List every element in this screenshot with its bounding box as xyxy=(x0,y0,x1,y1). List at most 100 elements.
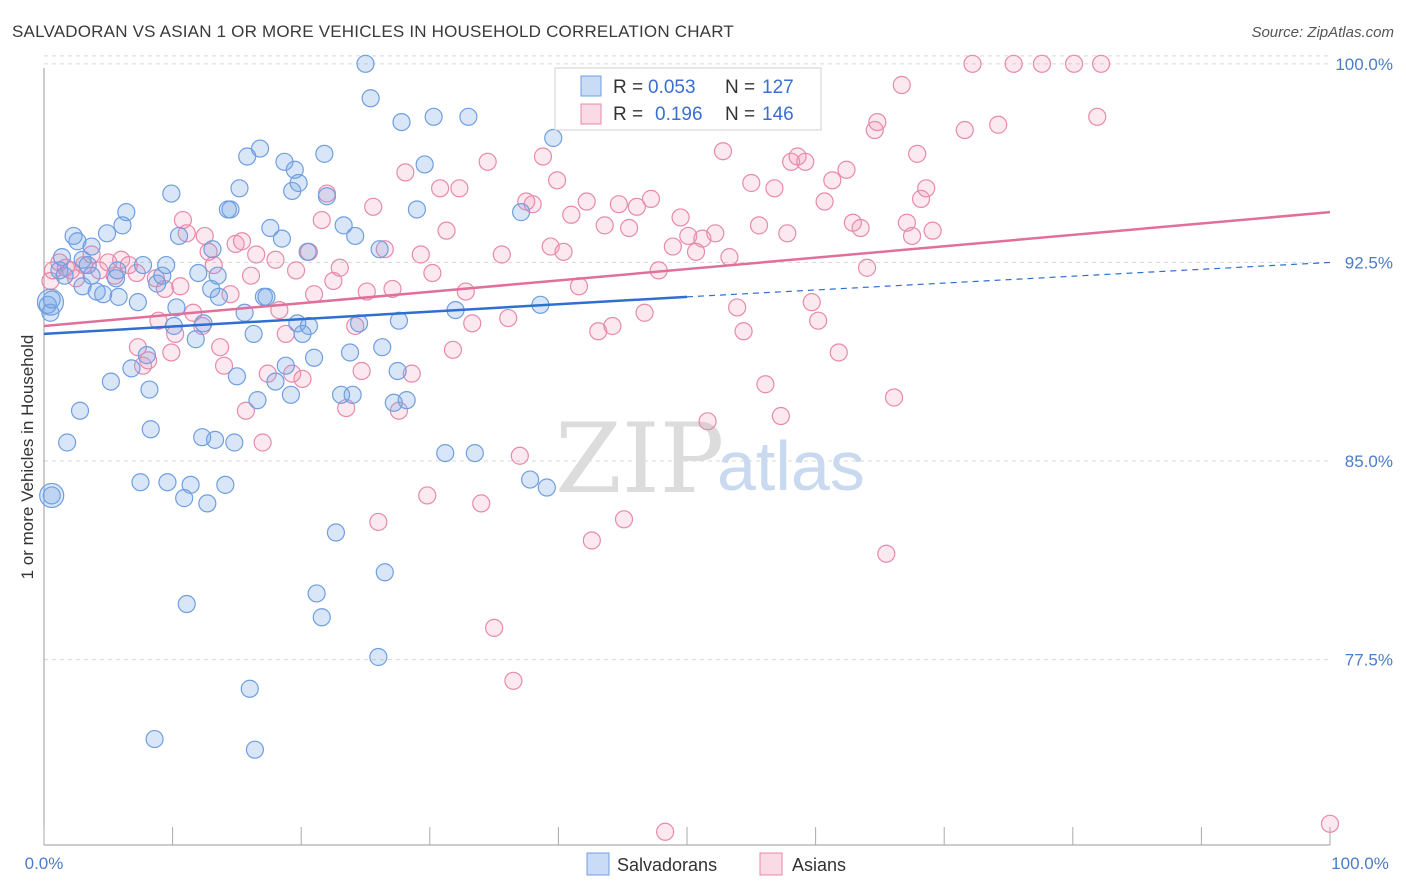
data-point xyxy=(250,139,270,158)
data-point xyxy=(823,171,842,190)
stats-legend: R = 0.053 N = 127 R = 0.196 N = 146 xyxy=(554,67,822,131)
data-point xyxy=(266,372,285,391)
data-point xyxy=(437,221,456,240)
data-point xyxy=(42,290,61,309)
legend-r-value-2: 0.196 xyxy=(655,104,703,125)
data-point xyxy=(603,316,622,336)
data-point xyxy=(911,189,931,208)
y-tick-label: 77.5% xyxy=(1345,651,1393,670)
data-point xyxy=(809,311,828,330)
data-point xyxy=(892,75,911,95)
data-point xyxy=(459,107,478,126)
data-point xyxy=(131,473,150,492)
series-asians-points xyxy=(41,54,1340,841)
data-point xyxy=(407,200,427,219)
data-point xyxy=(241,266,261,285)
data-point xyxy=(352,361,371,381)
data-point xyxy=(392,112,411,132)
data-point xyxy=(109,287,128,306)
data-point xyxy=(312,608,331,627)
data-point xyxy=(261,218,280,238)
data-point xyxy=(36,288,65,316)
data-point xyxy=(857,258,877,277)
data-point xyxy=(778,224,797,243)
data-point xyxy=(749,216,769,235)
data-point xyxy=(117,203,136,222)
data-point xyxy=(227,367,246,386)
data-point xyxy=(521,470,540,489)
data-point xyxy=(304,285,324,304)
data-point xyxy=(765,179,784,198)
data-point xyxy=(162,184,181,203)
data-point xyxy=(203,240,222,259)
data-point xyxy=(293,369,312,389)
data-point xyxy=(577,192,596,211)
data-point xyxy=(456,282,475,301)
bottom-legend-label-salvadorans: Salvadorans xyxy=(617,855,717,875)
data-point xyxy=(923,221,942,240)
data-point xyxy=(304,348,324,367)
data-point xyxy=(635,303,654,322)
data-point xyxy=(485,618,504,637)
data-point xyxy=(248,391,267,410)
data-point xyxy=(133,255,153,275)
trend-line-salvadorans-extension xyxy=(686,261,1331,298)
data-point xyxy=(58,433,77,452)
data-point xyxy=(266,250,285,269)
data-point xyxy=(55,266,74,285)
data-point xyxy=(82,237,101,256)
data-point xyxy=(396,163,415,182)
gridlines xyxy=(44,55,1330,661)
data-point xyxy=(373,338,392,357)
data-point xyxy=(153,266,172,285)
data-point xyxy=(97,224,117,243)
data-point xyxy=(989,115,1008,134)
data-point xyxy=(204,255,223,275)
data-point xyxy=(225,433,244,452)
data-point xyxy=(1032,54,1052,73)
data-point xyxy=(334,216,353,235)
data-point xyxy=(582,531,601,550)
data-point xyxy=(289,173,308,193)
data-point xyxy=(312,210,331,230)
data-point xyxy=(221,200,240,219)
data-point xyxy=(317,187,337,206)
data-point xyxy=(52,248,72,267)
data-point xyxy=(443,340,463,359)
data-point xyxy=(562,205,581,224)
chart-source: Source: ZipAtlas.com xyxy=(1251,24,1394,41)
data-point xyxy=(50,261,69,280)
data-point xyxy=(137,346,156,365)
data-point xyxy=(214,356,234,375)
data-point xyxy=(211,338,230,357)
data-point xyxy=(837,160,856,179)
data-point xyxy=(424,107,443,126)
data-point xyxy=(145,729,164,749)
data-point xyxy=(815,192,834,211)
data-point xyxy=(257,287,276,306)
data-point xyxy=(544,128,563,148)
data-point xyxy=(375,563,394,582)
y-tick-label: 92.5% xyxy=(1345,253,1393,272)
data-point xyxy=(128,293,147,312)
data-point xyxy=(734,322,753,341)
bottom-legend-label-asians: Asians xyxy=(792,855,846,875)
data-point xyxy=(389,311,409,330)
data-point xyxy=(537,478,556,497)
data-point xyxy=(548,171,567,190)
bottom-legend-swatch-asians xyxy=(759,852,783,876)
x-tick-label-max: 100.0% xyxy=(1331,854,1389,873)
data-point xyxy=(307,584,326,603)
data-point xyxy=(73,250,92,269)
data-point xyxy=(39,482,65,509)
data-point xyxy=(510,446,529,465)
data-point xyxy=(198,494,217,513)
bottom-legend-swatch-salvadorans xyxy=(586,852,610,876)
data-point xyxy=(221,285,240,304)
data-point xyxy=(1004,54,1023,73)
data-point xyxy=(349,314,369,333)
data-point xyxy=(253,433,272,452)
data-point xyxy=(679,226,698,246)
data-point xyxy=(247,245,266,264)
trend-line-salvadorans xyxy=(43,295,688,336)
